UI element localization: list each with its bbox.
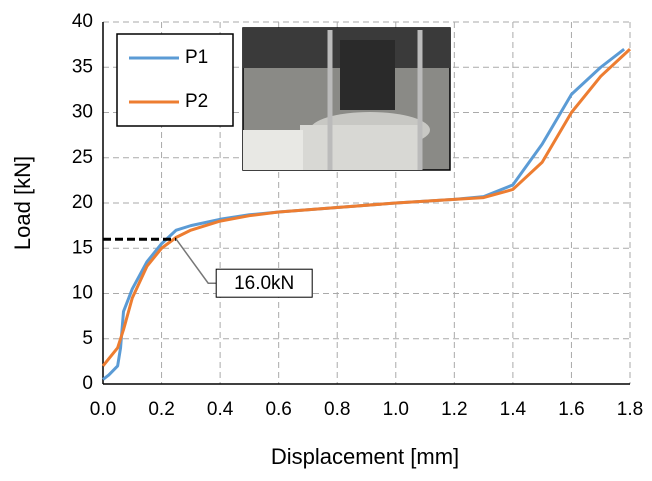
- legend-label: P1: [185, 47, 208, 68]
- y-tick-label: 30: [72, 102, 93, 123]
- x-tick-label: 0.6: [265, 399, 291, 420]
- x-axis-label: Displacement [mm]: [271, 444, 459, 469]
- annotation-text: 16.0kN: [234, 273, 294, 294]
- y-tick-label: 5: [82, 328, 93, 349]
- y-tick-label: 25: [72, 147, 93, 168]
- x-tick-label: 0.2: [148, 399, 174, 420]
- y-tick-label: 40: [72, 11, 93, 32]
- x-tick-label: 0.0: [90, 399, 116, 420]
- inset-photo: [242, 27, 451, 171]
- x-tick-label: 1.4: [500, 399, 527, 420]
- x-tick-label: 0.8: [324, 399, 350, 420]
- x-tick-label: 1.8: [617, 399, 643, 420]
- y-tick-label: 15: [72, 237, 93, 258]
- x-tick-label: 1.2: [441, 399, 467, 420]
- y-tick-label: 10: [72, 283, 93, 304]
- y-tick-label: 0: [82, 373, 93, 394]
- annotation-box: [215, 268, 313, 298]
- legend-box: [116, 33, 234, 127]
- y-tick-label: 20: [72, 192, 93, 213]
- x-tick-label: 1.0: [383, 399, 409, 420]
- x-tick-label: 0.4: [207, 399, 234, 420]
- annotation-leader: [175, 238, 217, 284]
- y-axis-label: Load [kN]: [10, 156, 35, 250]
- series-line: [101, 48, 632, 367]
- x-tick-label: 1.6: [558, 399, 584, 420]
- legend-label: P2: [185, 91, 208, 112]
- y-tick-label: 35: [72, 56, 93, 77]
